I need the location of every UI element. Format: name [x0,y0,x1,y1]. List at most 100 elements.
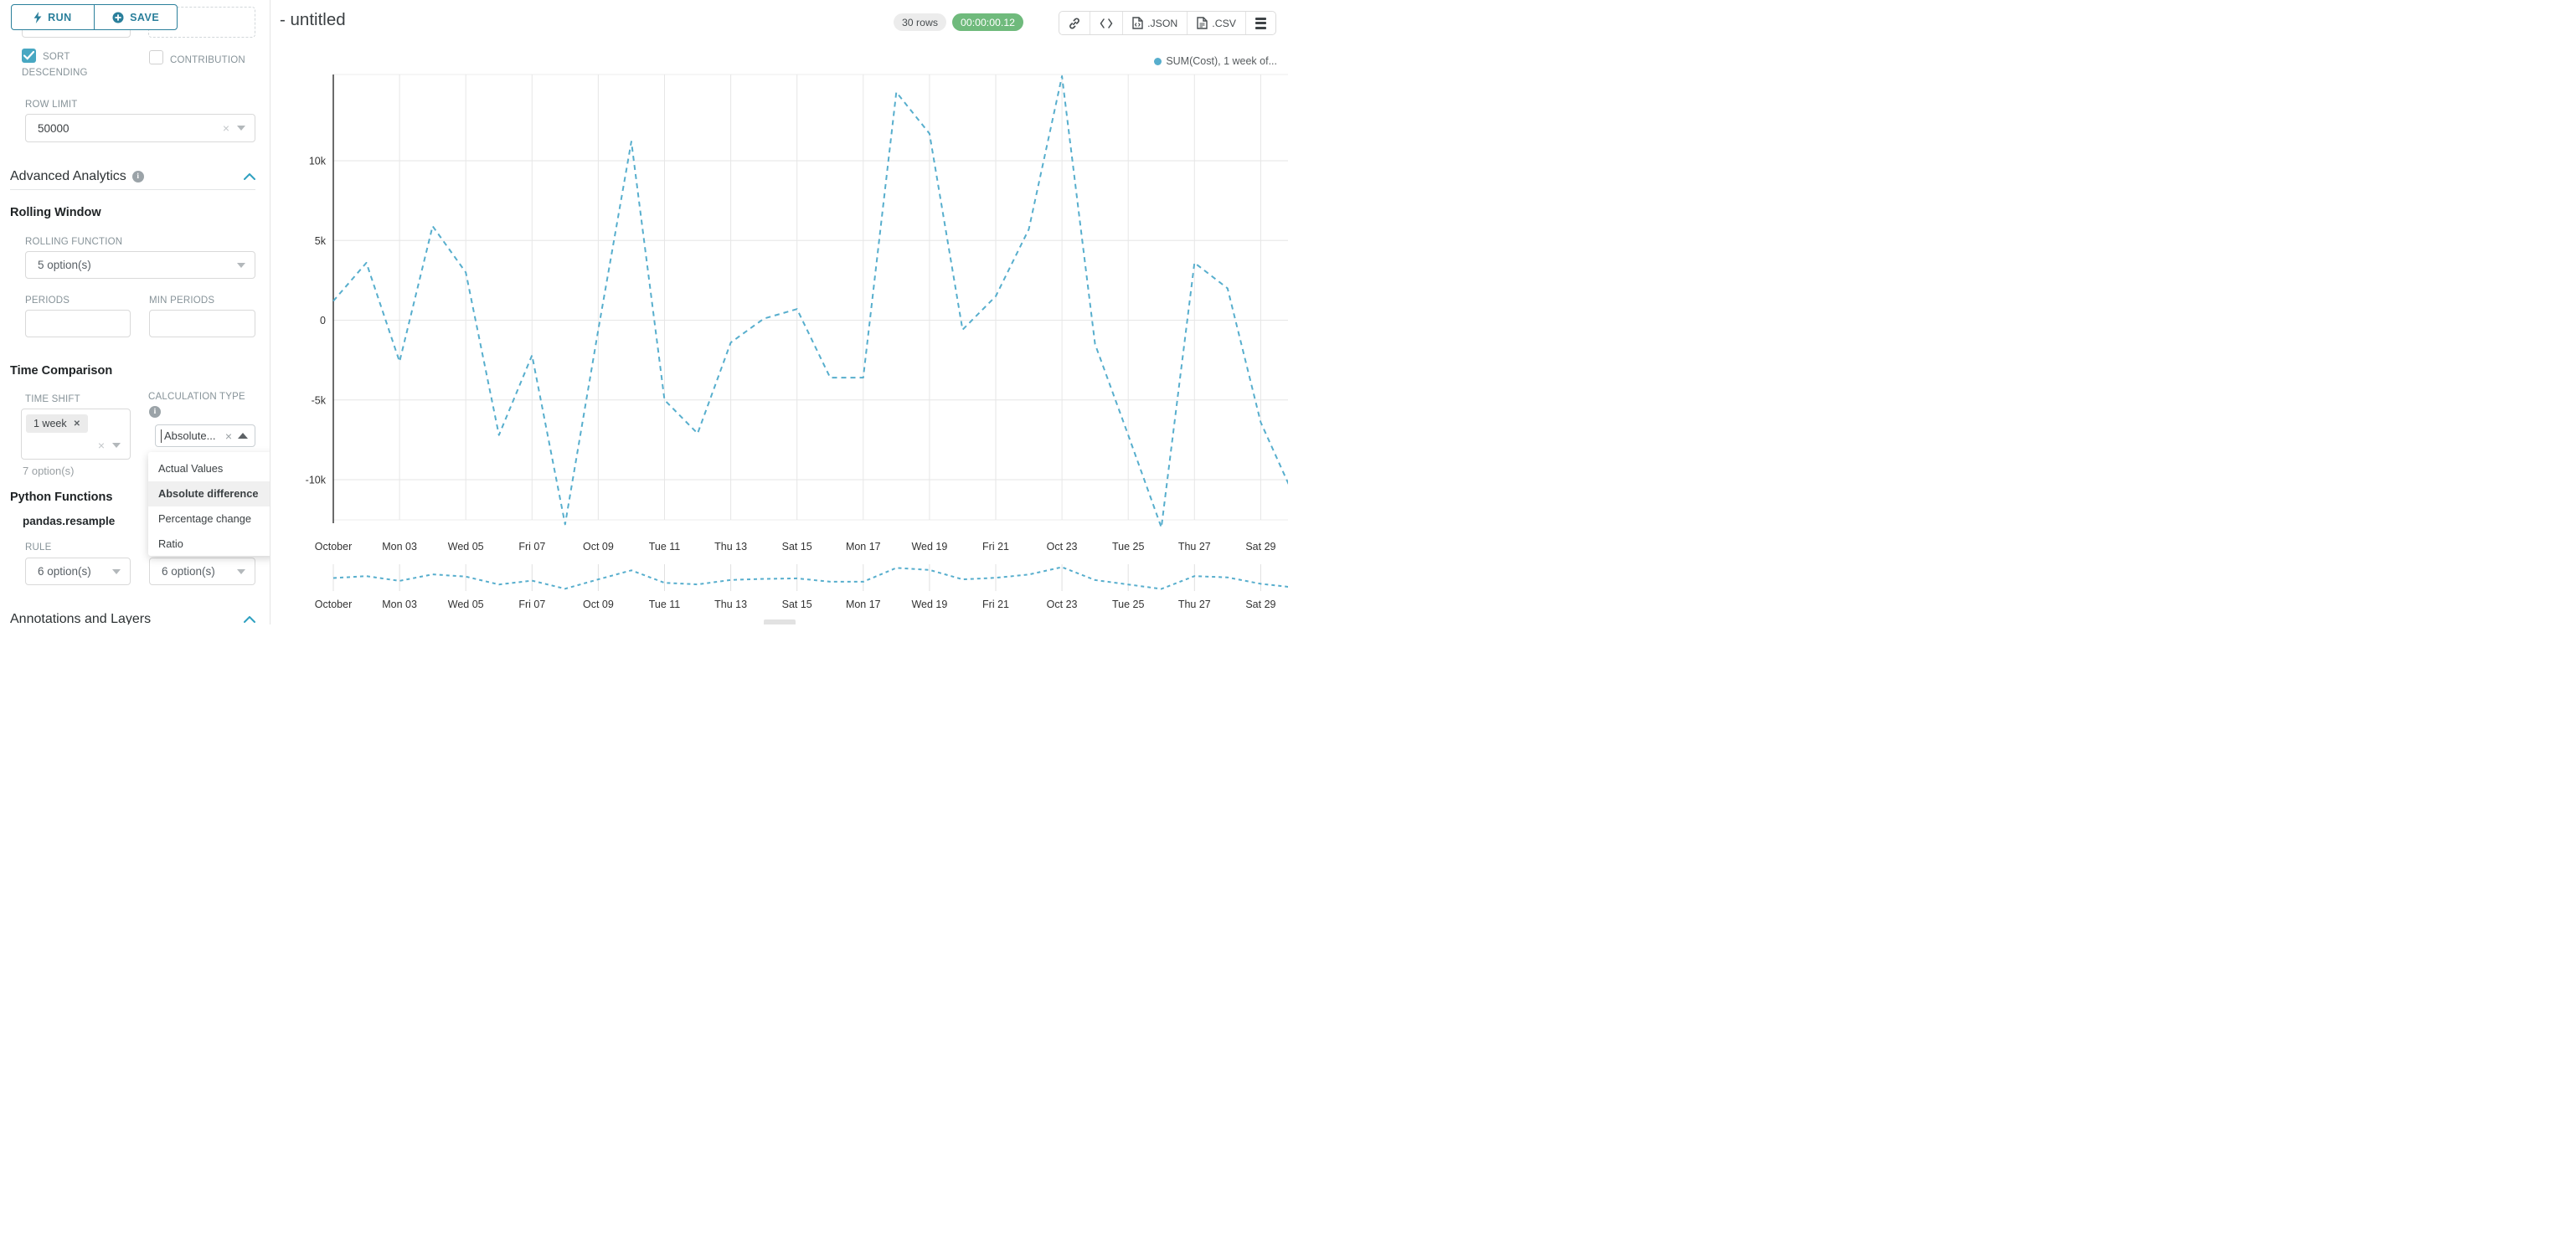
mini-x-tick-label: Wed 19 [911,599,947,610]
menu-item-actual-values[interactable]: Actual Values [158,462,224,475]
min-periods-input[interactable] [149,310,255,337]
file-code-icon [1132,17,1143,29]
data-panel-sidebar: 7 option(s) RUN SAVE SORT DESCENDING CON… [0,0,270,624]
info-icon[interactable]: i [149,406,161,418]
copy-link-button[interactable] [1059,12,1090,34]
remove-tag-icon[interactable]: ✕ [73,419,80,429]
x-axis-tick-label: Sat 29 [1245,541,1275,553]
mini-x-tick-label: Oct 23 [1047,599,1078,610]
chevron-down-icon[interactable] [237,126,245,131]
rolling-function-select[interactable]: 5 option(s) [25,251,255,279]
resample-method-select[interactable]: 6 option(s) [149,558,255,585]
collapse-chevron-icon[interactable] [244,616,255,623]
x-axis-tick-label: Sat 15 [782,541,812,553]
mini-x-tick-label: Thu 27 [1178,599,1211,610]
periods-label: PERIODS [25,296,70,306]
x-axis-tick-label: Wed 05 [448,541,484,553]
time-shift-tag[interactable]: 1 week ✕ [26,414,88,433]
mini-x-tick-label: Fri 07 [518,599,545,610]
time-shift-label: TIME SHIFT [25,394,80,404]
chevron-down-icon[interactable] [237,262,245,268]
export-csv-button[interactable]: .CSV [1188,12,1245,34]
chevron-up-icon[interactable] [238,433,248,439]
zoom-handle[interactable] [764,619,796,624]
mini-series-line[interactable] [332,566,1288,590]
rolling-function-label: ROLLING FUNCTION [25,237,123,247]
collapse-chevron-icon[interactable] [244,173,255,180]
toolbar-separator [1122,12,1124,34]
rule-label: RULE [25,542,52,553]
legend-series-label: SUM(Cost), 1 week of... [1166,55,1277,67]
export-json-button[interactable]: .JSON [1123,12,1187,34]
run-save-button-group: RUN SAVE [11,4,178,30]
legend-dot-icon [1154,57,1162,65]
x-axis-tick-label: Wed 19 [911,541,947,553]
mini-x-tick-label: Mon 17 [846,599,881,610]
rule-select[interactable]: 6 option(s) [25,558,131,585]
pandas-resample-label: pandas.resample [23,515,116,527]
more-options-button[interactable] [1246,12,1275,34]
save-button[interactable]: SAVE [95,5,177,29]
chevron-down-icon[interactable] [112,568,121,574]
mini-x-tick-label: Oct 09 [583,599,614,610]
calculation-type-dropdown: Actual Values Absolute difference Percen… [148,452,270,556]
rolling-window-title: Rolling Window [10,206,101,219]
menu-item-percentage-change[interactable]: Percentage change [158,512,251,525]
clear-icon[interactable]: × [224,429,232,443]
contribution-checkbox[interactable] [149,50,163,64]
menu-item-absolute-difference[interactable]: Absolute difference [148,481,270,506]
superset-explore-app: 7 option(s) RUN SAVE SORT DESCENDING CON… [0,0,1288,624]
y-axis-tick-label: 0 [320,315,326,326]
advanced-analytics-header[interactable]: Advanced Analytics i [10,169,144,184]
chevron-down-icon[interactable] [237,568,245,574]
resample-method-value: 6 option(s) [162,565,215,578]
advanced-analytics-title: Advanced Analytics [10,169,126,183]
run-button-label: RUN [48,11,72,23]
periods-input[interactable] [25,310,131,337]
export-toolbar: .JSON .CSV [1059,11,1276,35]
save-button-label: SAVE [130,11,160,23]
query-timer-badge: 00:00:00.12 [952,13,1023,31]
y-axis-tick-label: 10k [309,156,327,167]
timeseries-line-chart[interactable]: 10k 5k 0 -5k -10k October Mon 03 Wed 05 Fri 07 Oc… [270,0,1288,624]
mini-x-tick-label: Thu 13 [714,599,747,610]
contribution-label: CONTRIBUTION [170,55,245,65]
chart-title[interactable]: - untitled [280,10,346,29]
x-axis-tick-label: Oct 23 [1047,541,1078,553]
x-axis-tick-label: Fri 21 [982,541,1009,553]
lightning-icon [33,11,42,23]
menu-item-ratio[interactable]: Ratio [158,537,183,550]
series-line[interactable] [332,75,1288,529]
view-query-button[interactable] [1090,12,1122,34]
annotations-title: Annotations and Layers [10,612,152,624]
x-axis-tick-label: Thu 13 [714,541,747,553]
clear-icon[interactable]: × [222,121,229,135]
x-axis-tick-label: Oct 09 [583,541,614,553]
rolling-function-value: 5 option(s) [38,259,91,271]
row-limit-select[interactable]: 50000 × [25,114,255,142]
chevron-down-icon[interactable] [112,443,121,448]
mini-x-tick-label: Sat 15 [782,599,812,610]
python-functions-title: Python Functions [10,491,113,504]
code-icon [1100,18,1113,28]
min-periods-label: MIN PERIODS [149,296,215,306]
info-icon[interactable]: i [131,171,144,182]
calculation-type-value: Absolute... [164,429,216,442]
annotations-header[interactable]: Annotations and Layers [10,612,151,624]
plus-circle-icon [112,12,124,23]
mini-x-tick-label: Wed 05 [448,599,484,610]
x-axis-tick-label: Tue 11 [649,541,681,553]
chart-legend[interactable]: SUM(Cost), 1 week of... [1154,55,1277,67]
calculation-type-select[interactable]: Absolute... × [155,424,255,447]
sort-descending-checkbox[interactable] [22,49,36,63]
button-divider [93,5,95,29]
clear-icon[interactable]: × [97,439,105,452]
y-axis-tick-label: 5k [315,235,327,247]
y-axis-tick-label: -5k [312,394,327,406]
check-icon [23,51,34,60]
run-button[interactable]: RUN [12,5,94,29]
section-divider [10,189,255,190]
row-limit-label: ROW LIMIT [25,100,78,110]
x-axis-tick-label: October [315,541,352,553]
export-csv-label: .CSV [1212,17,1236,29]
